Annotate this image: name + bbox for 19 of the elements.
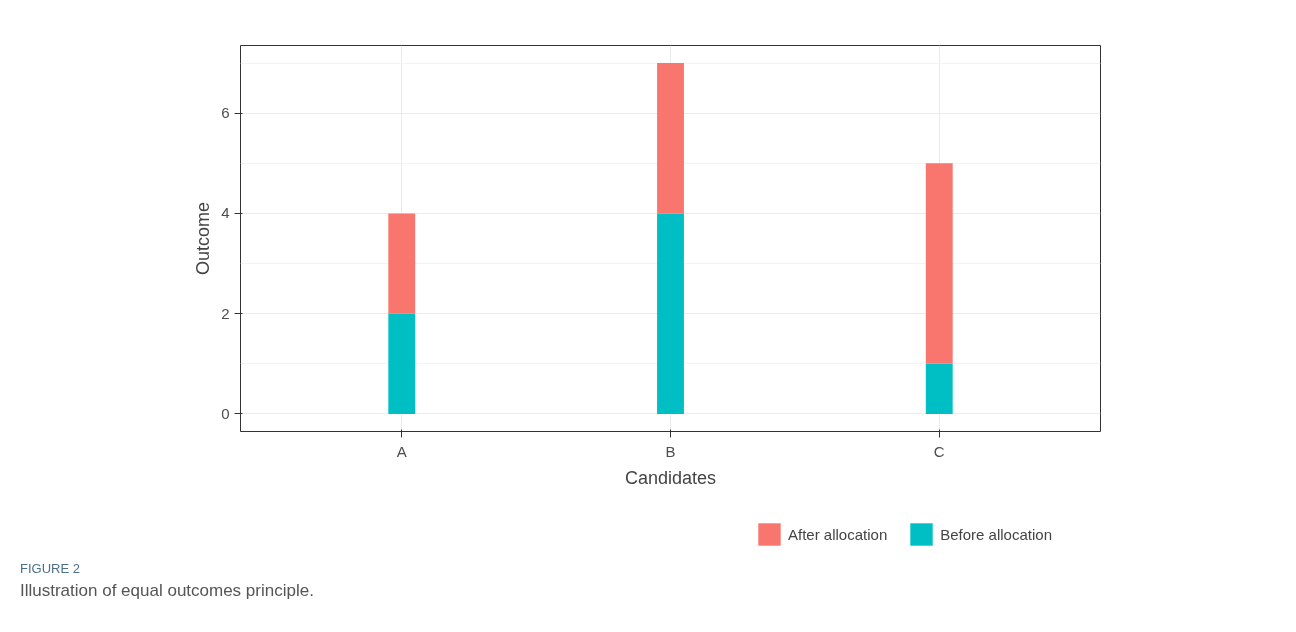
y-tick-label: 0 <box>221 404 230 422</box>
bar <box>388 213 416 314</box>
y-tick-label: 2 <box>221 304 230 322</box>
text: Illustration of equal outcomes principle. <box>20 579 314 602</box>
y-tick-label: 4 <box>221 204 230 222</box>
legend-label: After allocation <box>788 525 888 543</box>
bar <box>925 363 953 414</box>
y-tick-label: 6 <box>221 104 230 122</box>
x-axis-title: Candidates <box>624 467 717 488</box>
y-axis-title: Outcome <box>193 201 214 276</box>
bar <box>388 313 416 414</box>
bar <box>925 163 953 364</box>
legend-label: Before allocation <box>940 525 1052 543</box>
caption: FIGURE 2 <box>20 560 81 578</box>
x-tick-label: B <box>665 442 676 460</box>
bar <box>657 63 684 214</box>
bar <box>657 213 684 414</box>
x-tick-label: C <box>933 442 945 460</box>
x-tick-label: A <box>396 442 407 460</box>
